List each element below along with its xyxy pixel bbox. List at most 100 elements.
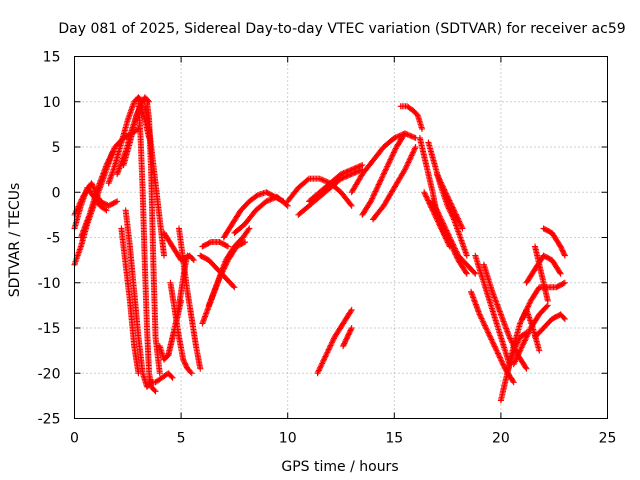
data-point <box>380 171 387 178</box>
data-point <box>517 345 524 352</box>
data-point <box>452 211 459 218</box>
data-point <box>347 201 354 208</box>
data-point <box>425 198 432 205</box>
data-point <box>491 343 498 350</box>
series-arc-21 <box>197 252 238 291</box>
data-point <box>559 247 566 254</box>
data-point <box>326 345 333 352</box>
data-point <box>451 208 458 215</box>
x-tick-label: 5 <box>177 431 186 447</box>
data-point <box>430 199 437 206</box>
data-point <box>485 330 492 337</box>
data-point <box>107 153 114 160</box>
data-point <box>344 334 351 341</box>
data-point <box>451 245 458 252</box>
data-point <box>490 340 497 347</box>
data-point <box>526 327 533 334</box>
data-point <box>499 360 506 367</box>
data-point <box>427 203 434 210</box>
data-point <box>343 336 350 343</box>
data-point <box>421 189 428 196</box>
data-point <box>385 160 392 167</box>
data-point <box>557 243 564 250</box>
data-point <box>437 179 444 186</box>
data-point <box>161 252 168 259</box>
data-point <box>544 297 551 304</box>
data-point <box>240 239 247 246</box>
data-point <box>523 307 530 314</box>
data-point <box>509 378 516 385</box>
data-point <box>389 152 396 159</box>
series-arc-33 <box>397 103 426 132</box>
data-point <box>432 203 439 210</box>
data-point <box>450 242 457 249</box>
data-point <box>435 173 442 180</box>
data-point <box>188 370 195 377</box>
data-point <box>106 156 113 163</box>
data-point <box>512 358 519 365</box>
data-point <box>432 214 439 221</box>
data-point <box>317 364 324 371</box>
data-point <box>432 212 439 219</box>
data-point <box>343 168 350 175</box>
data-point <box>103 162 110 169</box>
y-tick-label: -10 <box>38 276 61 292</box>
data-point <box>560 314 567 321</box>
data-point <box>447 200 454 207</box>
data-point <box>139 99 146 106</box>
data-point <box>367 199 374 206</box>
data-point <box>436 222 443 229</box>
chart-title: Day 081 of 2025, Sidereal Day-to-day VTE… <box>58 21 625 37</box>
series-arc-04 <box>77 125 142 241</box>
y-tick-label: 15 <box>43 50 61 66</box>
data-point <box>390 149 397 156</box>
data-point <box>516 348 523 355</box>
data-point <box>481 322 488 329</box>
data-point <box>323 350 330 357</box>
data-point <box>510 379 517 386</box>
data-point <box>359 162 366 169</box>
data-point <box>340 341 347 348</box>
data-point <box>455 217 462 224</box>
data-point <box>315 367 322 374</box>
data-point <box>320 357 327 364</box>
data-point <box>377 178 384 185</box>
data-point <box>560 280 567 287</box>
series-arc-29 <box>340 325 355 350</box>
series-arc-49 <box>540 225 568 259</box>
data-point <box>513 354 520 361</box>
y-tick-label: -15 <box>38 321 61 337</box>
data-point <box>74 206 81 213</box>
data-point <box>328 339 335 346</box>
data-point <box>430 201 437 208</box>
series-arc-44 <box>510 302 551 368</box>
data-point <box>520 340 527 347</box>
data-point <box>264 197 271 204</box>
data-point <box>456 219 463 226</box>
data-point <box>483 326 490 333</box>
data-point <box>446 233 453 240</box>
data-point <box>494 350 501 357</box>
data-point <box>341 169 348 176</box>
data-point <box>441 187 448 194</box>
data-point <box>348 326 355 333</box>
x-tick-label: 25 <box>599 431 617 447</box>
data-point <box>393 133 400 140</box>
data-point <box>316 366 323 373</box>
data-point <box>514 352 521 359</box>
data-point <box>436 176 443 183</box>
data-point <box>76 202 83 209</box>
data-point <box>180 357 187 364</box>
data-point <box>523 306 530 313</box>
data-point <box>491 342 498 349</box>
data-point <box>519 314 526 321</box>
data-point <box>498 358 505 365</box>
data-point <box>408 133 415 140</box>
series-arc-38 <box>433 171 466 232</box>
data-point <box>376 180 383 187</box>
data-point <box>411 146 418 153</box>
data-point <box>283 201 290 208</box>
data-point <box>495 351 502 358</box>
data-point <box>197 365 204 372</box>
